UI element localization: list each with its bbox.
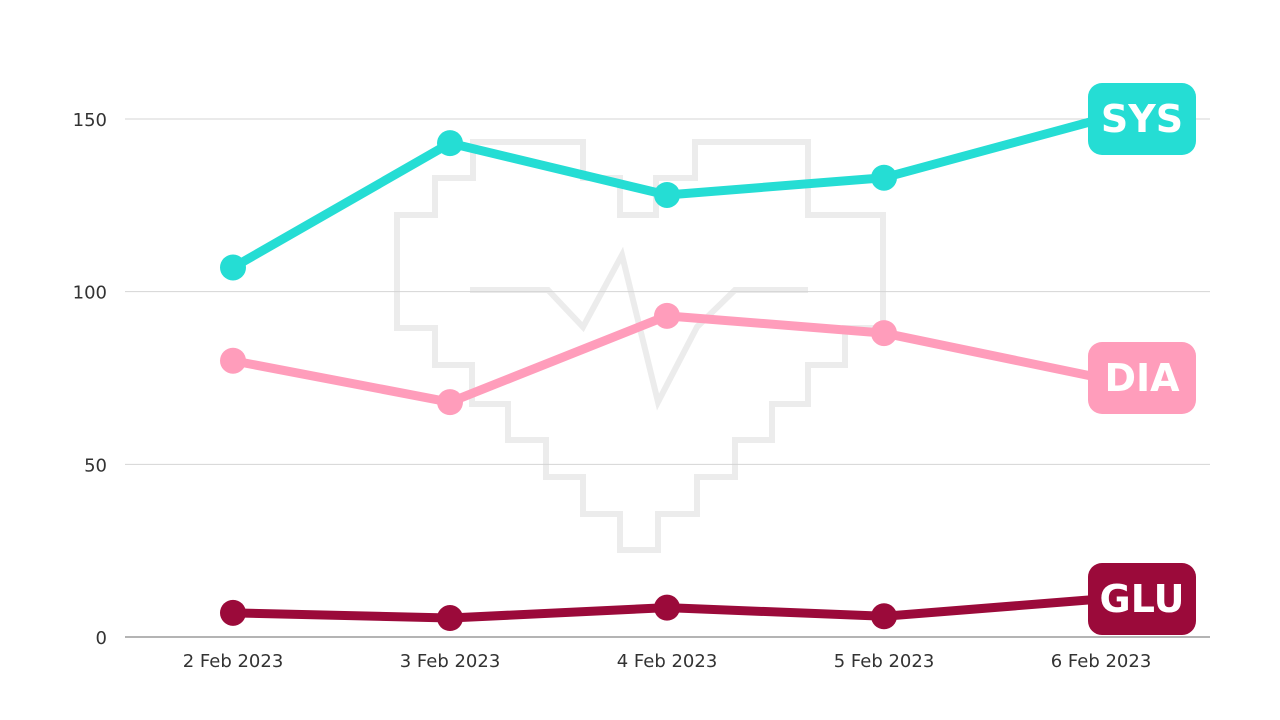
data-point-sys xyxy=(220,254,246,281)
x-tick-label: 3 Feb 2023 xyxy=(400,651,501,672)
data-point-sys xyxy=(871,164,897,191)
y-tick-label: 100 xyxy=(73,283,107,304)
data-point-glu xyxy=(654,594,680,621)
y-axis-ticks: 0 50 100 150 xyxy=(73,110,107,649)
data-point-dia xyxy=(654,302,680,329)
series-label-text: GLU xyxy=(1100,577,1185,621)
x-tick-label: 6 Feb 2023 xyxy=(1051,651,1152,672)
series-label-badge xyxy=(1088,83,1196,155)
data-point-glu xyxy=(437,605,463,632)
x-tick-label: 2 Feb 2023 xyxy=(183,651,284,672)
data-point-glu xyxy=(871,603,897,630)
series-label-glu: GLU xyxy=(1088,563,1196,636)
x-axis-ticks: 2 Feb 2023 3 Feb 2023 4 Feb 2023 5 Feb 2023… xyxy=(183,651,1152,672)
data-point-dia xyxy=(437,389,463,416)
series-glu: GLU xyxy=(220,563,1196,636)
series-label-dia: DIA xyxy=(1088,342,1196,414)
series-label-text: DIA xyxy=(1104,356,1180,400)
y-tick-label: 150 xyxy=(73,110,107,131)
data-point-dia xyxy=(871,320,897,347)
series-label-badge xyxy=(1088,563,1196,636)
heart-outline-watermark xyxy=(394,139,886,553)
grid-lines xyxy=(125,118,1210,465)
heart-pulse-watermark-icon xyxy=(394,139,886,553)
data-point-sys xyxy=(654,181,680,208)
series-sys: SYS xyxy=(220,83,1196,281)
data-point-sys xyxy=(437,130,463,157)
series-label-text: SYS xyxy=(1101,97,1183,141)
series-label-badge xyxy=(1088,342,1196,414)
x-tick-label: 4 Feb 2023 xyxy=(617,651,718,672)
x-tick-label: 5 Feb 2023 xyxy=(834,651,935,672)
y-tick-label: 50 xyxy=(84,455,107,476)
y-tick-label: 0 xyxy=(96,628,107,649)
series-label-sys: SYS xyxy=(1088,83,1196,155)
data-point-glu xyxy=(220,599,246,626)
series-dia: DIA xyxy=(220,302,1196,416)
series-group: SYS DIA GLU xyxy=(220,83,1196,636)
data-point-dia xyxy=(220,347,246,374)
